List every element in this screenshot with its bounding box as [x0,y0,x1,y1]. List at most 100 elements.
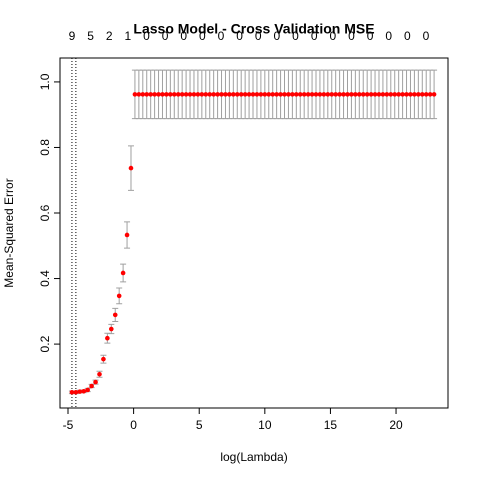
top-tick-label: 0 [180,29,187,43]
data-point [124,232,130,238]
data-point [396,92,401,97]
plot-box [59,57,449,409]
data-point [231,92,236,97]
data-point [404,92,409,97]
data-point [270,92,275,97]
top-tick-label: 0 [236,29,243,43]
data-point [97,371,102,377]
data-point [128,165,134,171]
chart-title: Lasso Model - Cross Validation MSE [133,21,374,37]
top-tick-label: 2 [106,29,113,43]
data-point [423,92,429,97]
top-tick-label: 0 [404,29,411,43]
data-point [400,92,405,97]
data-point [132,92,138,97]
data-point [392,92,398,97]
data-point [364,92,370,97]
top-tick-label: 0 [143,29,150,43]
data-point [419,92,425,97]
data-point [305,92,311,97]
data-point [286,92,291,97]
data-point [427,92,433,97]
data-point [120,270,126,276]
data-point [179,92,185,97]
data-point [168,92,173,97]
data-point [274,92,279,97]
data-point [160,92,165,97]
data-point [215,92,220,97]
data-point [412,92,417,97]
data-point [360,92,366,97]
data-point [148,92,153,97]
data-point [207,92,213,97]
top-tick-label: 0 [218,29,225,43]
data-point [337,92,342,97]
data-point [309,92,315,97]
data-point [191,92,197,97]
data-point [211,92,216,97]
top-tick-label: 0 [274,29,281,43]
data-point [156,92,161,97]
data-point [164,92,169,97]
data-point [380,92,386,97]
data-point [368,92,374,97]
data-point [254,92,260,97]
data-point [313,92,319,97]
data-point [116,293,122,299]
data-point [171,92,177,97]
top-tick-label: 1 [124,29,131,43]
data-point [329,92,335,97]
data-point [294,92,299,97]
top-tick-label: 5 [87,29,94,43]
data-point [345,92,350,97]
data-point [258,92,264,97]
top-tick-label: 0 [385,29,392,43]
data-point [238,92,244,97]
top-tick-label: 0 [162,29,169,43]
x-tick-label: 0 [130,418,137,432]
data-point [85,387,90,393]
data-point [282,92,287,97]
y-tick-label: 0.8 [38,139,52,156]
data-point [290,92,295,97]
top-tick-label: 0 [311,29,318,43]
top-tick-label: 0 [255,29,262,43]
data-point [262,92,268,97]
data-point [317,92,323,97]
data-point [372,92,378,97]
data-point [416,92,421,97]
data-point [144,92,150,97]
data-point [234,92,240,97]
data-point [187,92,193,97]
data-point [246,92,252,97]
data-point [325,92,331,97]
top-tick-label: 0 [423,29,430,43]
data-point [109,326,114,332]
data-point [353,92,358,97]
data-point [266,92,272,97]
data-point [408,92,413,97]
data-point [349,92,354,97]
y-tick-label: 1.0 [38,73,52,90]
top-tick-label: 0 [199,29,206,43]
data-point [81,388,87,394]
top-tick-label: 0 [367,29,374,43]
data-point [297,92,303,97]
data-point [219,92,224,97]
y-axis-label: Mean-Squared Error [2,178,16,287]
data-point [183,92,189,97]
y-tick-label: 0.6 [38,204,52,221]
data-point [77,389,83,394]
data-point [301,92,307,97]
y-tick-label: 0.4 [38,270,52,287]
data-point [356,92,362,97]
data-point [140,92,146,97]
data-point [333,92,338,97]
data-point [152,92,157,97]
x-tick-label: 20 [389,418,403,432]
data-point [431,92,437,97]
x-tick-label: 10 [258,418,272,432]
data-point [250,92,256,97]
